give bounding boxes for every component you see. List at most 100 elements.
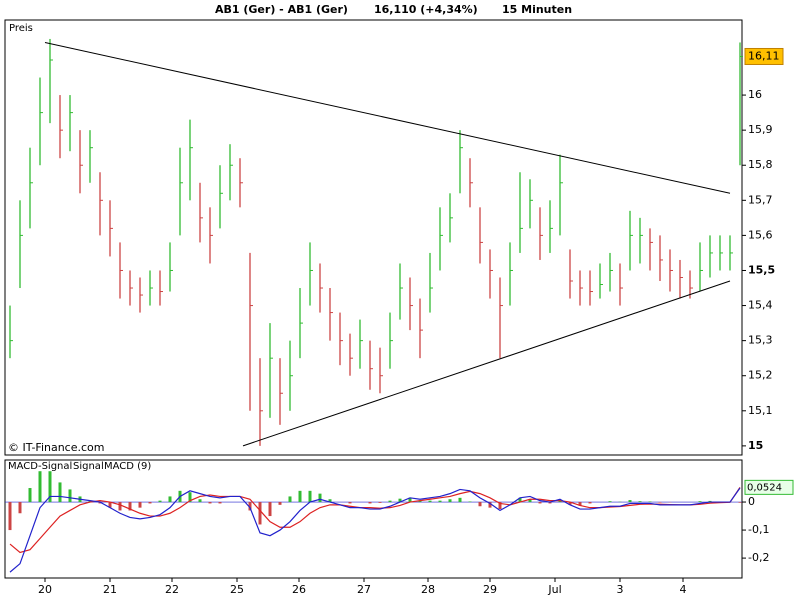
histogram-bar: [498, 502, 502, 510]
histogram-bar: [108, 502, 112, 508]
histogram-bar: [638, 501, 642, 503]
histogram-bar: [8, 502, 12, 531]
y-tick-label: 15,3: [748, 334, 773, 347]
x-tick-label: 28: [421, 583, 435, 596]
histogram-bar: [258, 502, 262, 525]
histogram-bar: [698, 501, 702, 503]
histogram-bar: [548, 502, 552, 504]
histogram-bar: [538, 502, 542, 504]
macd-line: [9, 487, 741, 554]
histogram-bar: [408, 497, 412, 503]
histogram-bar: [378, 502, 382, 503]
histogram-bar: [48, 471, 52, 503]
x-tick-label: 25: [230, 583, 244, 596]
x-tick-label: 20: [38, 583, 52, 596]
y-tick-label: 15,1: [748, 404, 773, 417]
histogram-bar: [298, 490, 302, 503]
histogram-bar: [368, 502, 372, 504]
macd-panel: [4, 459, 743, 579]
x-tick-label: 22: [165, 583, 179, 596]
histogram-bar: [398, 498, 402, 503]
x-tick-label: 3: [617, 583, 624, 596]
histogram-bar: [288, 496, 292, 503]
histogram-bar: [448, 499, 452, 503]
x-tick-label: 4: [680, 583, 687, 596]
histogram-bar: [268, 502, 272, 517]
histogram-bar: [128, 502, 132, 511]
histogram-bar: [558, 500, 562, 503]
y-tick-label: -0,1: [748, 523, 769, 536]
histogram-bar: [608, 501, 612, 503]
trendline: [44, 41, 731, 194]
histogram-bar: [458, 497, 462, 503]
histogram-bar: [68, 489, 72, 503]
histogram-bar: [738, 502, 742, 503]
histogram-bar: [468, 501, 472, 503]
histogram-bar: [478, 502, 482, 507]
x-tick-label: 26: [292, 583, 306, 596]
last-value-label: 0,0524: [747, 482, 782, 493]
histogram-bar: [168, 496, 172, 503]
histogram-bar: [118, 502, 122, 511]
histogram-bar: [248, 502, 252, 511]
last-price-tag: [744, 47, 784, 65]
x-tick-label: 27: [357, 583, 371, 596]
x-tick-label: 21: [103, 583, 117, 596]
histogram-bar: [218, 502, 222, 504]
interval: 15 Minuten: [502, 3, 572, 16]
last-value-tag: [744, 479, 794, 495]
y-tick-label: 15,5: [748, 263, 775, 276]
x-tick-label: Jul: [547, 583, 561, 596]
histogram-bar: [28, 488, 32, 503]
histogram-bar: [318, 493, 322, 503]
histogram-bar: [98, 502, 102, 504]
histogram-bar: [208, 502, 212, 504]
legend-entry: Signal: [73, 461, 104, 472]
histogram-bar: [628, 500, 632, 503]
last-price-label: 16,11: [748, 49, 780, 62]
histogram-bar: [648, 501, 652, 503]
histogram-bar: [658, 502, 662, 503]
legend-entry: MACD (9): [104, 461, 151, 472]
y-tick-label: 15,8: [748, 158, 773, 171]
y-tick-label: 15: [748, 439, 763, 452]
price-panel: [4, 19, 743, 456]
histogram-bar: [158, 500, 162, 503]
histogram-bar: [388, 500, 392, 503]
y-tick-label: 0: [748, 495, 755, 508]
histogram-bar: [18, 502, 22, 514]
histogram-bar: [488, 502, 492, 508]
y-tick-label: -0,2: [748, 551, 769, 564]
histogram-bar: [198, 499, 202, 503]
histogram-bar: [418, 500, 422, 503]
histogram-bar: [578, 502, 582, 506]
y-tick-label: 16: [748, 88, 762, 101]
histogram-bar: [588, 502, 592, 504]
histogram-bar: [188, 492, 192, 503]
source: © IT-Finance.com: [8, 441, 105, 454]
legend-entry: MACD-Signal: [8, 461, 72, 472]
histogram-bar: [568, 502, 572, 505]
last-quote: 16,110 (+4,34%): [374, 3, 478, 16]
histogram-bar: [278, 502, 282, 505]
histogram-bar: [138, 502, 142, 508]
chart-title: AB1 (Ger) - AB1 (Ger): [215, 3, 348, 16]
x-tick-label: 29: [483, 583, 497, 596]
macd-line: [9, 487, 741, 573]
histogram-bar: [148, 502, 152, 504]
y-tick-label: 15,2: [748, 369, 773, 382]
panel-label: Preis: [9, 23, 33, 34]
histogram-bar: [38, 471, 42, 503]
histogram-bar: [518, 497, 522, 503]
histogram-bar: [438, 500, 442, 503]
histogram-bar: [348, 502, 352, 504]
histogram-bar: [428, 500, 432, 503]
histogram-bar: [88, 500, 92, 503]
histogram-bar: [308, 490, 312, 503]
histogram-bar: [528, 499, 532, 503]
trendline: [242, 280, 731, 447]
histogram-bar: [58, 482, 62, 503]
y-tick-label: 15,9: [748, 123, 773, 136]
y-tick-label: 15,7: [748, 193, 773, 206]
